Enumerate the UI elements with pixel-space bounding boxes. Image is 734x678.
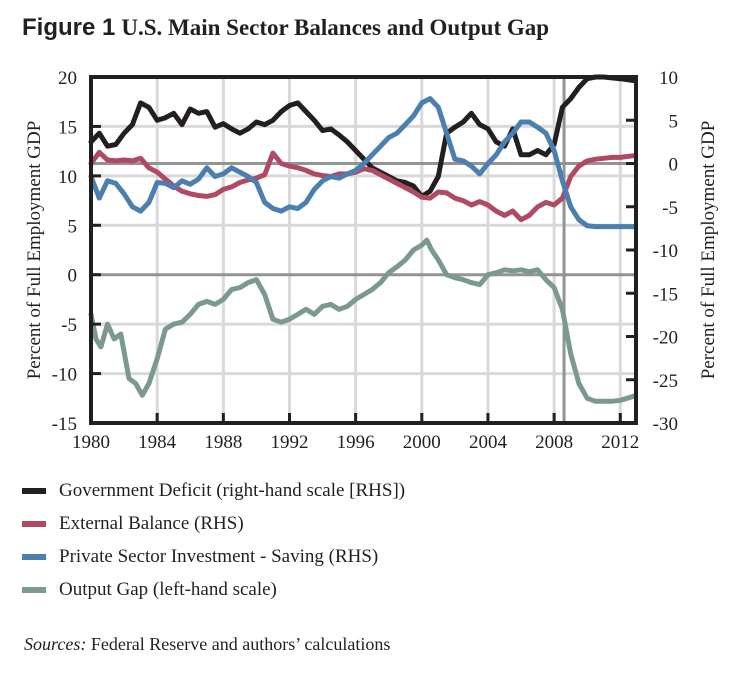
x-tick-label: 1988 (204, 432, 242, 453)
x-tick-label: 1992 (270, 432, 308, 453)
y-tick-label-right: -5 (662, 198, 678, 219)
legend-swatch (22, 520, 46, 527)
x-tick-label: 2000 (403, 432, 441, 453)
figure-title-text: U.S. Main Sector Balances and Output Gap (121, 15, 550, 40)
y-tick-label-right: -10 (653, 241, 678, 262)
legend-swatch (22, 553, 46, 560)
legend-swatch (22, 487, 46, 494)
axes (89, 75, 638, 425)
y-tick-label-left: 5 (68, 216, 78, 237)
output-gap-line (88, 237, 636, 404)
y-tick-label-left: 10 (58, 167, 77, 188)
y-axis-label-left: Percent of Full Employment GDP (24, 121, 45, 380)
legend-item: External Balance (RHS) (22, 507, 405, 540)
legend-item: Output Gap (left-hand scale) (22, 573, 405, 606)
x-tick-label: 2012 (601, 432, 639, 453)
legend-label: Output Gap (left-hand scale) (59, 578, 277, 600)
x-tick-label: 1980 (72, 432, 110, 453)
x-tick-label: 2004 (469, 432, 508, 453)
sources-label: Sources: (24, 634, 87, 654)
y-tick-label-right: 5 (669, 111, 679, 132)
figure-title: Figure 1 U.S. Main Sector Balances and Ou… (22, 14, 549, 42)
y-tick-label-left: 15 (58, 117, 77, 138)
series-lines (88, 74, 636, 404)
tick-labels: 20 15 10 5 0 -5 -10 -15 10 5 0 -5 -10 -15 -20 -25 -30 198… (52, 68, 678, 453)
figure-label: Figure 1 (22, 14, 116, 41)
external-balance-line (88, 149, 636, 223)
x-tick-label: 1996 (337, 432, 375, 453)
legend-swatch (22, 586, 46, 593)
y-tick-label-left: 20 (58, 68, 77, 89)
y-tick-label-right: -30 (653, 414, 678, 435)
y-tick-label-right: -25 (653, 371, 678, 392)
y-tick-label-right: -20 (653, 328, 678, 349)
legend-item: Government Deficit (right-hand scale [RH… (22, 474, 405, 507)
government-deficit-line (88, 74, 636, 199)
y-tick-label-left: -5 (61, 315, 77, 336)
sources-text: Federal Reserve and authors’ calculation… (86, 634, 391, 654)
legend-label: Government Deficit (right-hand scale [RH… (59, 479, 406, 501)
y-tick-label-right: 0 (669, 155, 679, 176)
gridlines (91, 77, 636, 423)
legend: Government Deficit (right-hand scale [RH… (22, 474, 405, 606)
private-sector-line (88, 96, 636, 230)
x-tick-label: 1984 (138, 432, 177, 453)
legend-item: Private Sector Investment - Saving (RHS) (22, 540, 405, 573)
y-tick-label-left: 0 (68, 266, 78, 287)
x-tick-label: 2008 (535, 432, 573, 453)
y-axis-label-right: Percent of Full Employment GDP (698, 121, 719, 380)
y-tick-label-left: -15 (52, 414, 77, 435)
sources-note: Sources: Federal Reserve and authors’ ca… (24, 634, 390, 655)
legend-label: External Balance (RHS) (59, 512, 244, 534)
y-tick-label-right: 10 (659, 68, 678, 89)
y-tick-label-left: -10 (52, 365, 77, 386)
legend-label: Private Sector Investment - Saving (RHS) (59, 545, 379, 567)
y-tick-label-right: -15 (653, 284, 678, 305)
